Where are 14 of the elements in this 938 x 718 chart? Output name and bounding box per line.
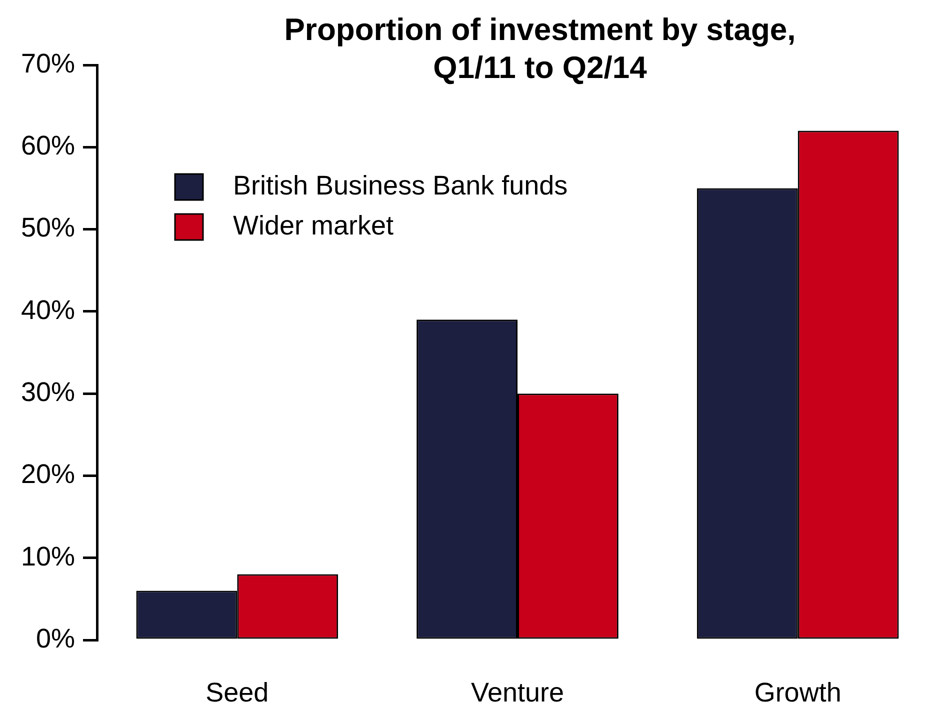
y-tick-label: 60% (20, 130, 75, 161)
x-tick-label: Venture (470, 678, 564, 708)
legend-label: British Business Bank funds (233, 170, 568, 200)
y-tick-label: 40% (20, 294, 75, 325)
y-tick-label: 50% (20, 212, 75, 243)
legend-label: Wider market (233, 210, 394, 240)
y-tick-label: 20% (20, 459, 75, 490)
chart-title: Proportion of investment by stage, Q1/11 to Q2/14 (284, 12, 796, 86)
y-tick-label: 10% (20, 541, 75, 572)
x-tick-label: Seed (206, 678, 269, 708)
y-tick-label: 30% (20, 377, 75, 408)
y-tick-label: 0% (36, 623, 75, 654)
x-tick-label: Growth (754, 678, 842, 708)
y-tick-label: 70% (20, 48, 75, 78)
